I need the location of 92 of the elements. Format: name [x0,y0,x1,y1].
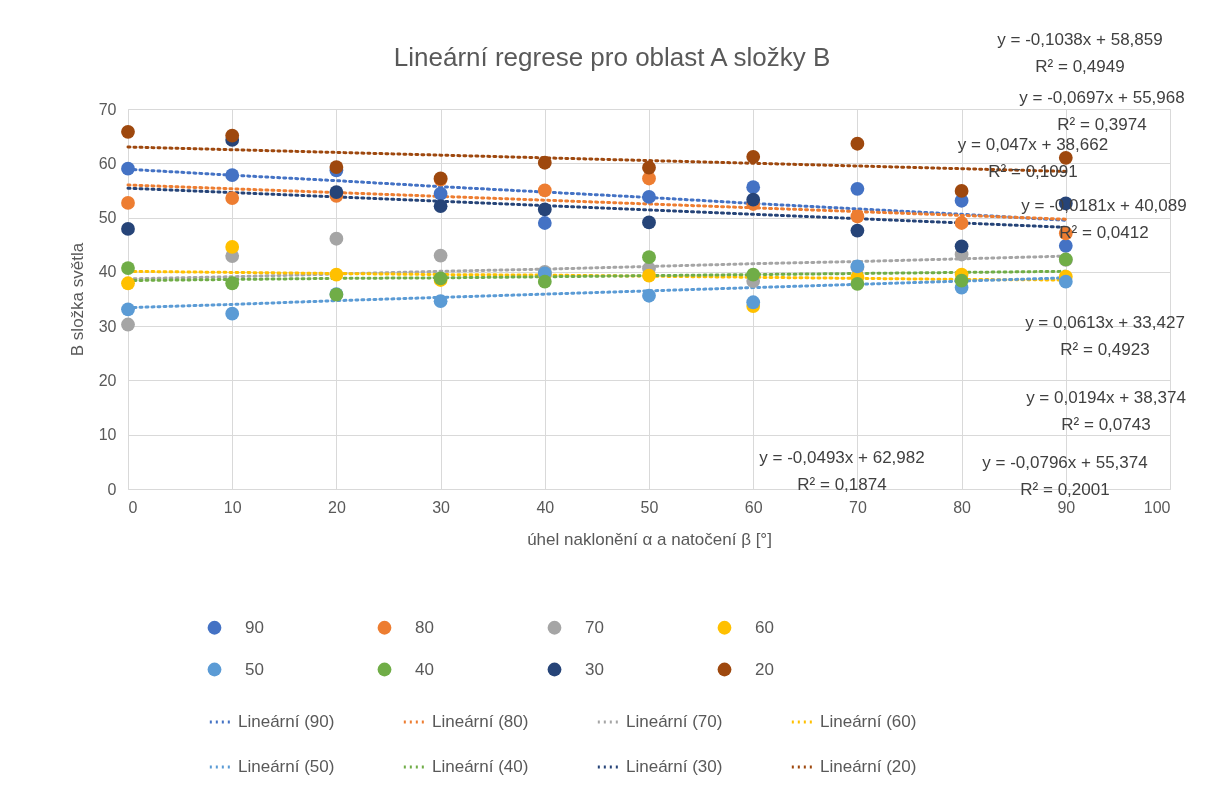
point [537,274,552,289]
point [746,267,761,282]
legend-label: 30 [585,659,604,679]
point [1058,238,1073,253]
point [121,196,135,210]
point [642,288,656,303]
point [746,192,761,207]
point [225,168,240,183]
x-axis-title: úhel naklonění α a natočení β [°] [527,529,772,549]
y-axis-title: B složka světla [67,242,87,357]
y-tick-label: 20 [98,371,117,389]
point [121,302,135,317]
y-tick-label: 10 [98,426,117,444]
point [642,190,656,204]
y-tick-label: 30 [98,317,117,335]
y-tick-label: 60 [98,154,117,172]
legend-label: Lineární (60) [820,712,917,731]
point [537,183,552,198]
point [329,160,344,174]
legend-label: 40 [415,659,434,679]
point [746,295,761,310]
point [329,185,344,199]
legend-label: 50 [245,659,264,679]
legend-label: Lineární (90) [238,712,335,731]
legend-label: 20 [755,659,774,679]
point [225,240,240,254]
point [954,216,969,230]
x-tick-label: 20 [328,498,346,516]
point [642,268,656,283]
annotation: y = -0,0796x + 55,374 R² = 0,2001 [982,453,1148,499]
point [850,181,865,196]
point [954,184,969,198]
legend-label: 70 [585,617,604,637]
annotation: y = 0,0194x + 38,374 R² = 0,0743 [1026,388,1186,434]
point [121,161,135,176]
point [121,222,135,236]
point [433,199,448,214]
point [537,202,552,217]
x-tick-label: 40 [536,498,555,516]
point [642,160,656,175]
y-tick-label: 50 [98,209,117,227]
point [954,273,969,288]
point [850,209,865,224]
chart-title: Lineární regrese pro oblast A složky B [393,42,831,72]
x-tick-label: 30 [432,498,451,516]
legend-label: Lineární (50) [238,757,335,776]
point [850,276,865,291]
legend-label: 80 [415,617,434,637]
legend-label: 90 [245,617,264,637]
legend-label: Lineární (30) [626,757,723,776]
point [433,186,448,201]
point [433,248,448,263]
x-tick-label: 100 [1143,498,1171,516]
point [642,215,656,230]
point [329,231,344,246]
point [850,136,865,151]
point [537,155,552,170]
point [954,239,969,254]
annotation: y = -0,0697x + 55,968 R² = 0,3974 [1019,88,1185,134]
point [225,276,240,291]
point [225,128,240,143]
point [433,294,448,309]
legend-label: 60 [755,617,774,637]
point [746,149,761,164]
x-tick-label: 60 [744,498,763,516]
point [1058,274,1073,289]
x-tick-label: 70 [849,498,867,516]
point [121,261,135,275]
point [121,317,135,332]
legend-label: Lineární (20) [820,757,917,776]
point [121,276,135,291]
point [225,306,240,321]
x-tick-label: 90 [1057,498,1076,516]
legend-label: Lineární (70) [626,712,723,731]
annotation: y = 0,0613x + 33,427 R² = 0,4923 [1025,313,1185,359]
y-tick-label: 0 [107,480,117,498]
point [850,223,865,238]
point [121,124,135,139]
point [225,191,240,205]
x-tick-label: 50 [640,498,659,516]
x-tick-label: 0 [128,498,138,516]
x-tick-label: 80 [953,498,972,516]
point [537,216,552,230]
annotation: y = -0,0493x + 62,982 R² = 0,1874 [759,448,925,494]
legend-label: Lineární (80) [432,712,529,731]
point [746,180,761,195]
point [642,250,656,265]
point [329,267,344,282]
y-tick-label: 70 [98,100,117,118]
x-tick-label: 10 [223,498,242,516]
legend-label: Lineární (40) [432,757,529,776]
y-tick-label: 40 [98,263,117,281]
